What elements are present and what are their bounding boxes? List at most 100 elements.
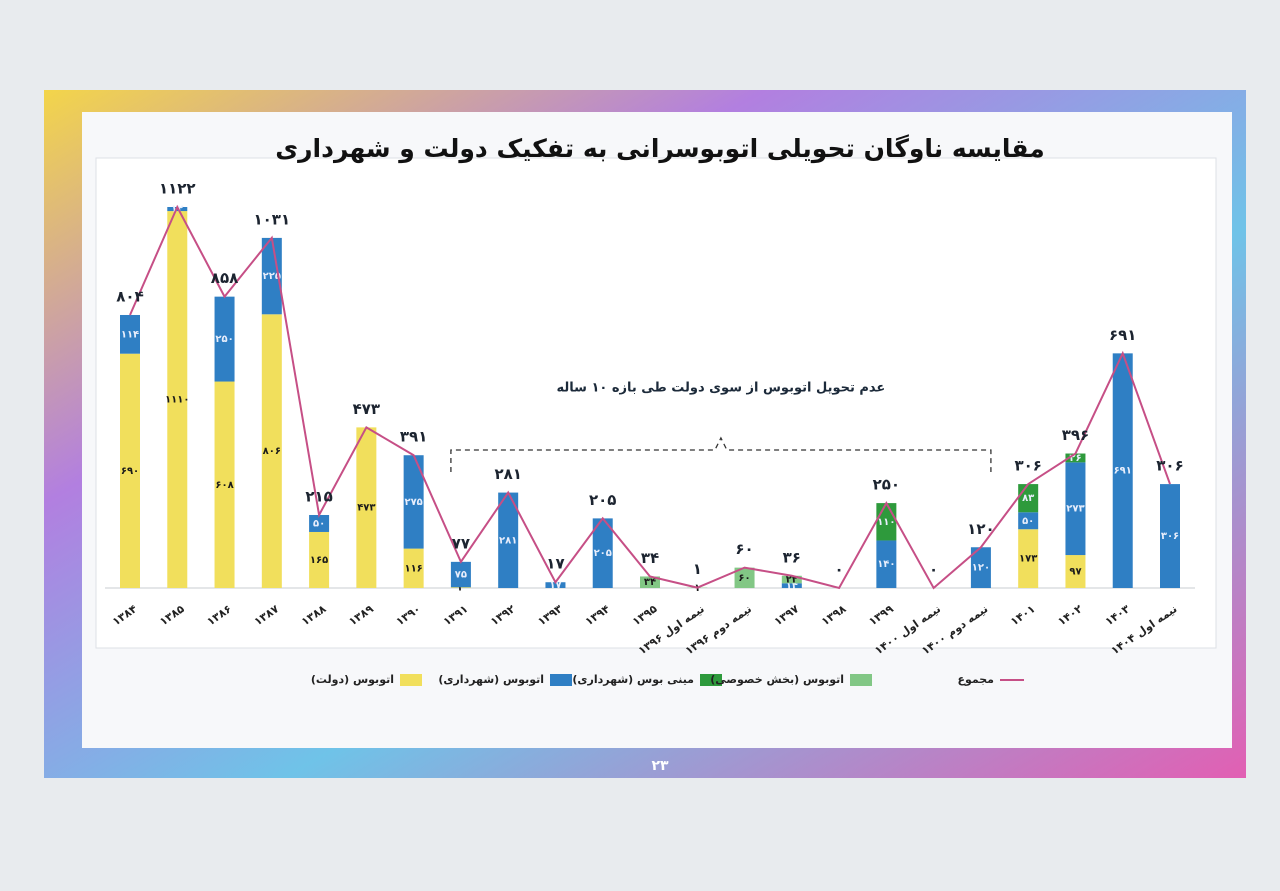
total-label: ۰	[929, 561, 938, 579]
bar-segment	[214, 296, 235, 382]
bar-segment	[214, 381, 235, 588]
legend-swatch	[550, 674, 572, 686]
segment-label: ۶۰	[738, 573, 750, 584]
total-label: ۱	[693, 560, 702, 578]
bar-segment	[1112, 353, 1133, 588]
total-label: ۶۹۱	[1109, 326, 1136, 344]
legend-label: اتوبوس (شهرداری)	[438, 673, 544, 686]
segment-label: ۵۰	[313, 518, 325, 529]
total-label: ۲۵۰	[873, 476, 900, 494]
bar-segment	[498, 492, 519, 588]
segment-label: ۸۳	[1022, 493, 1034, 504]
legend-label: اتوبوس (بخش خصوصی)	[710, 673, 844, 686]
segment-label: ۸۰۶	[263, 446, 281, 457]
total-label: ۳۶	[783, 548, 801, 566]
segment-label: ۳۰۶	[1161, 531, 1179, 542]
segment-label: ۲۲۵	[263, 271, 281, 282]
legend-label: مجموع	[957, 673, 994, 686]
bar-segment	[167, 211, 188, 588]
segment-label: ۵۰	[1022, 516, 1034, 527]
total-label: ۷۷	[452, 534, 470, 552]
legend-swatch	[700, 674, 722, 686]
total-label: ۳۴	[641, 549, 659, 567]
segment-label: ۱۶۵	[310, 555, 328, 566]
total-label: ۱۷	[546, 555, 564, 573]
total-label: ۱۱۲۲	[159, 180, 196, 198]
segment-label: ۱۲۰	[972, 563, 990, 574]
bar-segment	[781, 583, 802, 588]
total-label: ۱۲۰	[967, 520, 994, 538]
bar-segment	[592, 518, 613, 588]
segment-label: ۷۵	[455, 570, 467, 581]
segment-label: ۱۷	[549, 580, 561, 591]
segment-label: ۱۲	[171, 204, 183, 215]
bar-segment	[640, 576, 660, 588]
bar-segment	[450, 587, 471, 588]
bar-segment	[1018, 529, 1039, 588]
bar-segment	[261, 314, 282, 588]
total-label: ۶۰	[735, 540, 753, 558]
legend-swatch	[850, 674, 872, 686]
bar-segment	[1065, 453, 1086, 463]
total-label: ۳۹۶	[1062, 426, 1089, 444]
segment-label: ۳۴	[644, 577, 656, 588]
legend-label: مینی بوس (شهرداری)	[572, 673, 694, 686]
total-label: ۰	[835, 561, 844, 579]
bar-segment	[356, 427, 377, 588]
total-label: ۲۸۱	[494, 465, 521, 483]
bar-segment	[876, 540, 897, 588]
total-label: ۳۰۶	[1014, 457, 1041, 475]
segment-label: ۶۰۸	[215, 480, 233, 491]
bar-segment	[734, 567, 755, 588]
brace	[450, 436, 992, 472]
segment-label: ۱۴	[786, 581, 798, 592]
annotation: عدم تحویل اتوبوس از سوی دولت طی بازه ۱۰ …	[556, 381, 885, 396]
legend-swatch	[400, 674, 422, 686]
segment-label: ۶۹۱	[1114, 466, 1132, 477]
bar-segment	[1018, 512, 1039, 530]
segment-label: ۲۵۰	[215, 334, 233, 345]
legend-label: اتوبوس (دولت)	[311, 673, 394, 686]
bar-segment	[120, 314, 140, 354]
bar-segment	[970, 547, 991, 588]
bar-segment	[309, 514, 330, 532]
bar-segment	[1065, 555, 1086, 588]
segment-label: ۲۲	[786, 575, 798, 586]
segment-label: ۱۷۳	[1019, 554, 1037, 565]
bar-segment	[403, 548, 424, 588]
bar-segment	[1160, 484, 1180, 588]
total-label: ۳۹۱	[400, 428, 427, 446]
total-label: ۸۵۸	[211, 269, 238, 287]
bar-segment	[545, 582, 566, 588]
segment-label: ۲۷۳	[1066, 504, 1084, 515]
page-number: ۲۳	[651, 758, 669, 774]
segment-label: ۱۱۴	[121, 329, 139, 340]
segment-label: ۱۱۱۰	[165, 395, 189, 406]
segment-label: ۱۱۶	[404, 563, 422, 574]
segment-label: ۲۷۵	[404, 497, 422, 508]
segment-label: ۲	[458, 583, 464, 594]
total-label: ۳۰۶	[1156, 457, 1183, 475]
segment-label: ۱۱۰	[877, 517, 895, 528]
total-line	[129, 204, 1171, 590]
total-label: ۸۰۴	[116, 287, 143, 305]
bar-segment	[261, 237, 282, 315]
bar-segment	[781, 575, 802, 584]
segment-label: ۱۴۰	[877, 559, 895, 570]
segment-label: ۲۸۱	[499, 535, 517, 546]
total-label: ۱۰۳۱	[254, 210, 291, 228]
total-label: ۲۱۵	[305, 487, 332, 505]
bar-segment	[450, 561, 471, 588]
total-label: ۲۰۵	[589, 491, 616, 509]
segment-label: ۲۶	[1069, 453, 1081, 464]
bar-segment	[120, 353, 140, 588]
segment-label: ۴۷۳	[357, 503, 375, 514]
total-label: ۴۷۳	[353, 400, 380, 418]
bar-segment	[1065, 462, 1086, 556]
bar-segment	[403, 455, 424, 549]
segment-label: ۹۷	[1069, 567, 1081, 578]
bar-segment	[309, 531, 330, 588]
segment-label: ۶۹۰	[121, 466, 139, 477]
